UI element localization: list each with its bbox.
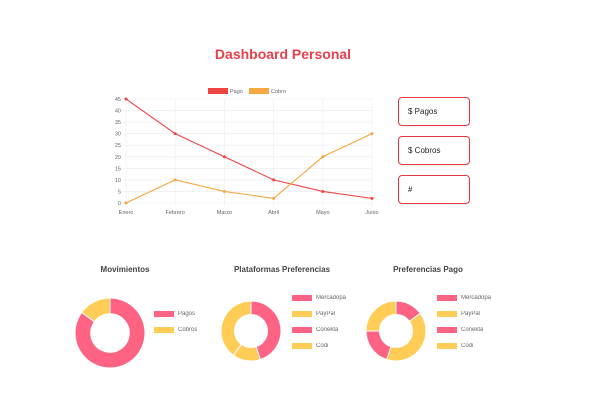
data-point bbox=[370, 132, 374, 136]
data-point bbox=[173, 178, 177, 182]
legend-item[interactable]: Codi bbox=[437, 342, 493, 350]
legend-label: Mercadopa bbox=[316, 295, 347, 301]
donut-slice bbox=[365, 300, 397, 332]
legend-swatch bbox=[208, 88, 228, 94]
legend-swatch bbox=[437, 343, 457, 349]
donut-slice bbox=[220, 300, 252, 356]
x-tick-label: Enero bbox=[119, 210, 134, 216]
data-point bbox=[272, 196, 276, 200]
legend-label: Pagos bbox=[178, 311, 196, 317]
data-point bbox=[124, 201, 128, 205]
pagos-card[interactable]: $ Pagos bbox=[398, 97, 470, 126]
legend-swatch bbox=[437, 295, 457, 301]
y-tick-label: 35 bbox=[115, 120, 121, 126]
legend-swatch bbox=[154, 311, 174, 317]
data-point bbox=[321, 189, 325, 193]
y-tick-label: 20 bbox=[115, 155, 121, 161]
donut-slice bbox=[386, 312, 427, 362]
x-tick-label: Marzo bbox=[217, 210, 232, 216]
series-line bbox=[125, 133, 373, 204]
y-tick-label: 15 bbox=[115, 166, 121, 172]
cobros-card[interactable]: $ Cobros bbox=[398, 136, 470, 165]
page-title: Dashboard Personal bbox=[214, 46, 352, 62]
preferencias-pago-donut bbox=[365, 300, 427, 362]
legend-swatch bbox=[292, 295, 312, 301]
plataformas-legend: Mercadopa PayPal Conekta Codi bbox=[292, 294, 348, 358]
legend-label: Mercadopa bbox=[461, 295, 492, 301]
legend-swatch bbox=[249, 88, 269, 94]
summary-cards: $ Pagos $ Cobros # bbox=[398, 97, 470, 214]
legend-label: Codi bbox=[316, 343, 329, 349]
plataformas-donut bbox=[220, 300, 282, 362]
y-tick-label: 40 bbox=[115, 109, 121, 115]
y-tick-label: 0 bbox=[118, 201, 121, 207]
legend-label: Codi bbox=[461, 343, 474, 349]
legend-item[interactable]: Conekta bbox=[292, 326, 348, 334]
legend-label: Cobro bbox=[271, 89, 286, 95]
movimientos-donut bbox=[74, 297, 146, 369]
data-point bbox=[222, 189, 226, 193]
count-card[interactable]: # bbox=[398, 175, 470, 204]
legend-item[interactable]: PayPal bbox=[437, 310, 493, 318]
donut-slice bbox=[74, 297, 146, 369]
donut-slice bbox=[80, 297, 111, 323]
line-chart: 0 5 10 15 20 25 30 35 40 45 Enero Febrero Marzo Abril… bbox=[115, 88, 379, 216]
legend-item[interactable]: Mercadopa bbox=[437, 294, 493, 302]
legend-label: Conekta bbox=[316, 327, 339, 333]
x-tick-label: Febrero bbox=[166, 210, 185, 216]
legend-label: PayPal bbox=[461, 311, 481, 317]
data-point bbox=[124, 97, 128, 101]
x-tick-label: Junio bbox=[365, 210, 378, 216]
y-tick-label: 25 bbox=[115, 143, 121, 149]
data-point bbox=[222, 155, 226, 159]
data-point bbox=[321, 155, 325, 159]
legend-item[interactable]: Codi bbox=[292, 342, 348, 350]
y-tick-label: 45 bbox=[115, 97, 121, 103]
legend-label: Conekta bbox=[461, 327, 484, 333]
preferencias-pago-title: Preferencias Pago bbox=[393, 265, 463, 274]
legend-item[interactable]: Mercadopa bbox=[292, 294, 348, 302]
series-line bbox=[125, 98, 373, 199]
movimientos-legend: Pagos Cobros bbox=[154, 310, 206, 342]
x-tick-label: Mayo bbox=[316, 210, 329, 216]
data-point bbox=[272, 178, 276, 182]
legend-label: PayPal bbox=[316, 311, 336, 317]
data-point bbox=[370, 196, 374, 200]
x-tick-label: Abril bbox=[268, 210, 279, 216]
movimientos-title: Movimientos bbox=[100, 265, 150, 274]
donut-slice bbox=[365, 330, 392, 361]
y-tick-label: 5 bbox=[118, 189, 121, 195]
legend-swatch bbox=[292, 311, 312, 317]
legend-swatch bbox=[154, 327, 174, 333]
legend-swatch bbox=[292, 327, 312, 333]
legend-item[interactable]: Pagos bbox=[154, 310, 206, 318]
legend-swatch bbox=[292, 343, 312, 349]
legend-swatch bbox=[437, 311, 457, 317]
preferencias-pago-legend: Mercadopa PayPal Conekta Codi bbox=[437, 294, 493, 358]
y-tick-label: 10 bbox=[115, 178, 121, 184]
data-point bbox=[173, 132, 177, 136]
legend-item[interactable]: PayPal bbox=[292, 310, 348, 318]
legend-item[interactable]: Cobros bbox=[154, 326, 206, 334]
legend-label: Cobros bbox=[178, 327, 198, 333]
plataformas-title: Plataformas Preferencias bbox=[233, 265, 331, 274]
donut-slice bbox=[250, 300, 282, 361]
legend-swatch bbox=[437, 327, 457, 333]
y-tick-label: 30 bbox=[115, 132, 121, 138]
legend-item[interactable]: Conekta bbox=[437, 326, 493, 334]
legend-label: Pago bbox=[230, 89, 243, 95]
